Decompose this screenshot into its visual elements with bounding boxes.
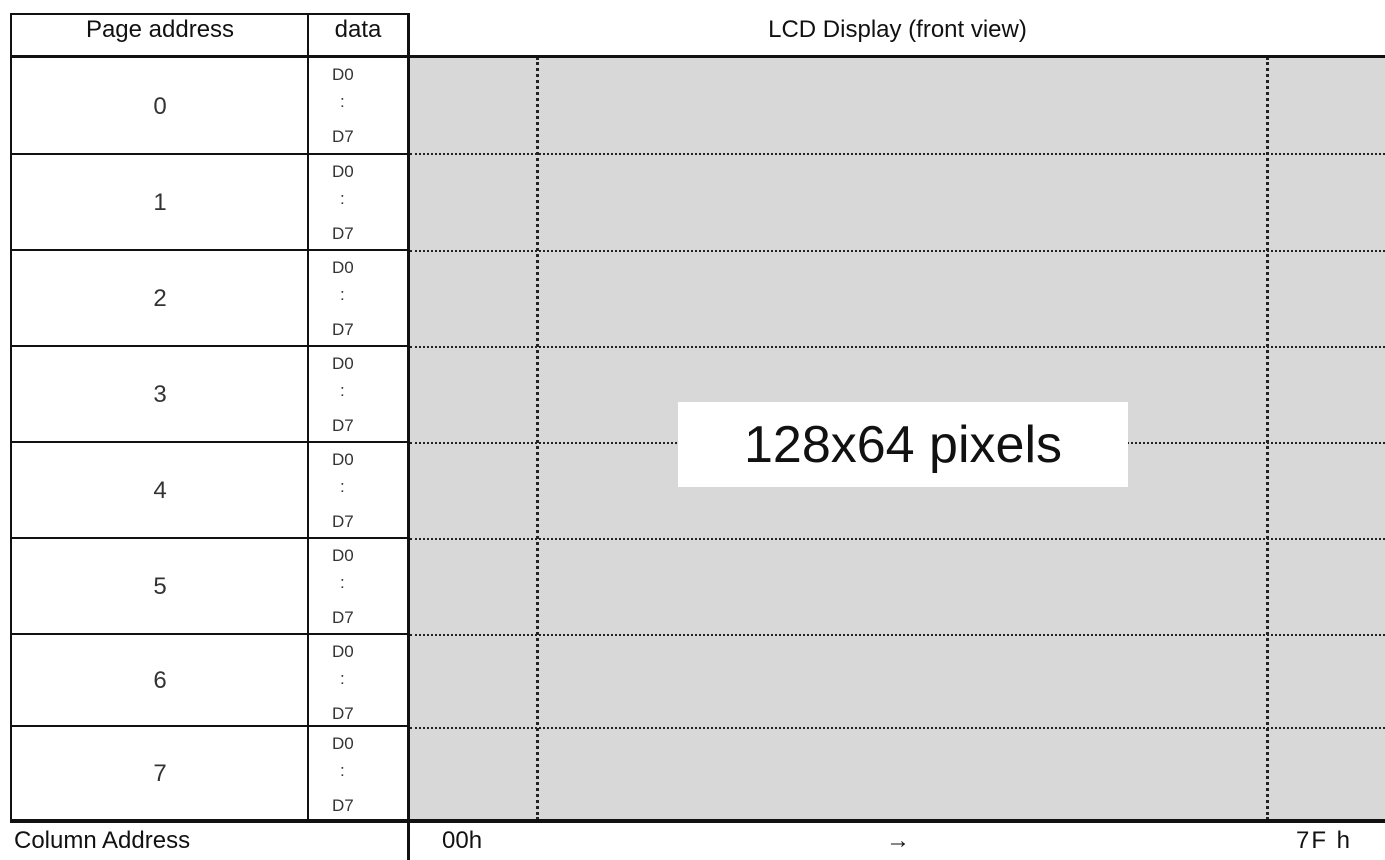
- row-divider: [10, 441, 410, 443]
- page-divider: [410, 346, 1385, 348]
- bit-start-label: D0: [332, 162, 354, 181]
- bit-start-label: D0: [332, 258, 354, 277]
- data-bits-7: D0 : D7: [310, 728, 406, 820]
- data-bits-4: D0 : D7: [310, 444, 406, 538]
- page-divider: [410, 634, 1385, 636]
- bit-end-label: D7: [332, 704, 354, 723]
- bit-range-separator: :: [340, 477, 345, 496]
- bit-range-separator: :: [340, 189, 345, 208]
- bit-start-label: D0: [332, 354, 354, 373]
- bit-start-label: D0: [332, 734, 354, 753]
- bit-end-label: D7: [332, 127, 354, 146]
- page-divider: [410, 153, 1385, 155]
- bit-start-label: D0: [332, 642, 354, 661]
- header-data: data: [334, 16, 382, 43]
- data-bits-5: D0 : D7: [310, 540, 406, 634]
- data-bits-0: D0 : D7: [310, 59, 406, 154]
- page-address-5: 5: [153, 573, 167, 600]
- row-divider: [10, 345, 410, 347]
- row-divider: [10, 633, 410, 635]
- column-separator: [307, 13, 309, 823]
- lcd-display-area: 128x64 pixels: [410, 57, 1385, 820]
- column-divider-start: [536, 57, 539, 820]
- bit-start-label: D0: [332, 65, 354, 84]
- page-address-0: 0: [153, 92, 167, 120]
- bit-range-separator: :: [340, 669, 345, 688]
- page-address-7: 7: [153, 760, 167, 787]
- bit-start-label: D0: [332, 546, 354, 565]
- bit-end-label: D7: [332, 608, 354, 627]
- data-bits-2: D0 : D7: [310, 252, 406, 346]
- bit-range-separator: :: [340, 92, 345, 111]
- column-start-label: 00h: [442, 827, 483, 854]
- table-left-border: [10, 13, 12, 823]
- column-divider-end: [1266, 57, 1269, 820]
- bit-end-label: D7: [332, 416, 354, 435]
- column-address-label: Column Address: [14, 827, 191, 854]
- lcd-left-border: [407, 13, 410, 860]
- page-divider: [410, 727, 1385, 729]
- page-address-3: 3: [153, 381, 167, 408]
- bit-range-separator: :: [340, 381, 345, 400]
- page-divider: [410, 250, 1385, 252]
- header-lcd-display: LCD Display (front view): [768, 16, 1027, 43]
- row-divider: [10, 153, 410, 155]
- bit-range-separator: :: [340, 285, 345, 304]
- data-bits-3: D0 : D7: [310, 348, 406, 442]
- page-divider: [410, 538, 1385, 540]
- bit-end-label: D7: [332, 512, 354, 531]
- arrow-icon: →: [886, 827, 910, 854]
- header-page-address: Page address: [85, 16, 235, 43]
- bit-end-label: D7: [332, 320, 354, 339]
- header-bottom-border: [10, 55, 1385, 58]
- data-bits-6: D0 : D7: [310, 636, 406, 726]
- page-address-2: 2: [153, 285, 167, 312]
- data-bits-1: D0 : D7: [310, 156, 406, 250]
- resolution-label: 128x64 pixels: [678, 402, 1128, 487]
- bit-range-separator: :: [340, 761, 345, 780]
- row-divider: [10, 725, 410, 727]
- bit-start-label: D0: [332, 450, 354, 469]
- bit-range-separator: :: [340, 573, 345, 592]
- row-divider: [10, 537, 410, 539]
- column-end-label: 7F h: [1296, 827, 1353, 854]
- bit-end-label: D7: [332, 796, 354, 815]
- table-top-border: [10, 13, 410, 15]
- bit-end-label: D7: [332, 224, 354, 243]
- page-address-6: 6: [153, 667, 167, 694]
- table-bottom-border: [10, 819, 1385, 823]
- row-divider: [10, 249, 410, 251]
- page-address-1: 1: [153, 189, 167, 216]
- page-address-4: 4: [153, 477, 167, 504]
